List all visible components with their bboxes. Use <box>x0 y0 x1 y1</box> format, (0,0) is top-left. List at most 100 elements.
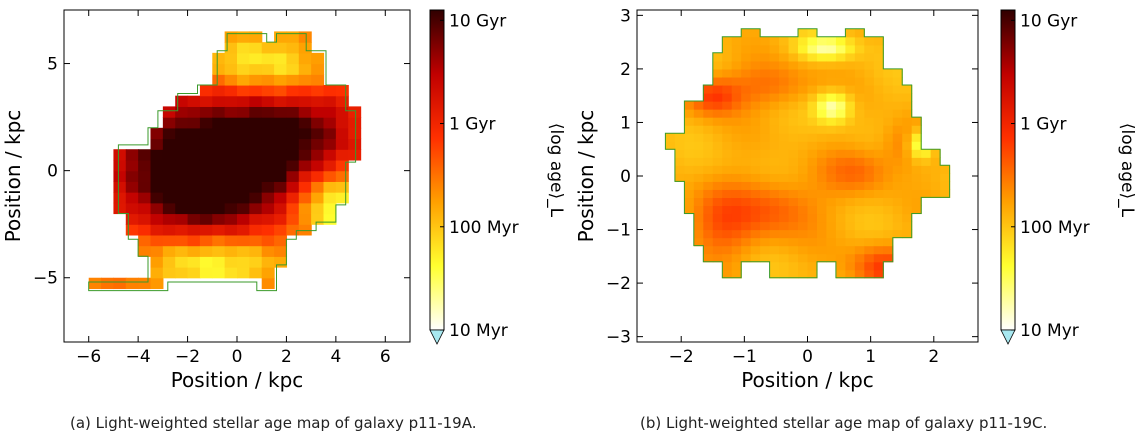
heatmap-cell <box>807 157 818 166</box>
heatmap-cell <box>864 237 875 247</box>
heatmap-cell <box>703 133 714 142</box>
heatmap-cell <box>873 44 884 54</box>
heatmap-cell <box>674 141 685 150</box>
heatmap-cell <box>826 165 837 174</box>
heatmap-cell <box>741 68 752 78</box>
heatmap-cell <box>249 95 263 107</box>
heatmap-cell <box>298 84 312 97</box>
heatmap-cell <box>826 245 837 255</box>
heatmap-cell <box>788 60 799 70</box>
x-tick-label: −2 <box>669 347 694 367</box>
heatmap-cell <box>807 189 818 199</box>
heatmap-cell <box>750 28 761 38</box>
heatmap-cell <box>162 117 176 129</box>
heatmap-cell <box>845 117 856 126</box>
heatmap-cell <box>798 197 809 207</box>
heatmap-cell <box>693 229 704 239</box>
heatmap-cell <box>741 117 752 126</box>
heatmap-cell <box>769 181 780 190</box>
heatmap-cell <box>274 74 288 86</box>
heatmap-cell <box>187 234 201 247</box>
heatmap-cell <box>162 192 176 204</box>
heatmap-cell <box>323 95 337 107</box>
heatmap-cell <box>864 93 875 102</box>
heatmap-cell <box>807 52 818 62</box>
heatmap-cell <box>873 101 884 110</box>
heatmap-cell <box>712 133 723 142</box>
heatmap-cell <box>237 159 250 172</box>
heatmap-cell <box>902 173 913 182</box>
heatmap-cell <box>864 149 875 158</box>
heatmap-cell <box>892 117 903 126</box>
heatmap-cell <box>750 205 761 215</box>
heatmap-cell <box>224 149 238 161</box>
heatmap-cell <box>769 52 780 62</box>
heatmap-cell <box>212 149 226 161</box>
heatmap-cell <box>298 95 312 107</box>
heatmap-cell <box>835 261 846 271</box>
heatmap-cell <box>760 229 771 239</box>
heatmap-cell <box>199 202 213 215</box>
heatmap-cell <box>187 245 201 257</box>
heatmap-cell <box>311 63 325 75</box>
heatmap-cell <box>854 213 865 223</box>
heatmap-cell <box>741 28 752 38</box>
heatmap-cell <box>722 157 733 166</box>
heatmap-cell <box>311 95 325 107</box>
heatmap-cell <box>902 157 913 166</box>
heatmap-cell <box>760 189 771 199</box>
heatmap-cell <box>835 157 846 166</box>
panel-a: −6 −4 −2 0 2 4 6 −5 0 5 Position / kpc Position / k… <box>1 9 566 392</box>
heatmap-cell <box>835 253 846 263</box>
heatmap-cell <box>873 76 884 86</box>
heatmap-cell <box>845 133 856 142</box>
heatmap-cell <box>138 202 152 215</box>
heatmap-cell <box>788 237 799 247</box>
heatmap-cell <box>224 127 238 140</box>
heatmap-cell <box>883 125 894 134</box>
heatmap-cell <box>722 93 733 102</box>
heatmap-cell <box>101 277 115 290</box>
heatmap-cell <box>298 138 312 150</box>
heatmap-cell <box>854 221 865 231</box>
heatmap-cell <box>674 157 685 166</box>
heatmap-cell <box>750 52 761 62</box>
heatmap-cell <box>150 202 164 215</box>
heatmap-cell <box>807 44 818 54</box>
heatmap-cell <box>788 253 799 263</box>
x-tick-label: 0 <box>802 347 813 367</box>
heatmap-cell <box>113 170 127 182</box>
heatmap-cell <box>902 84 913 94</box>
heatmap-cell <box>826 68 837 78</box>
heatmap-cell <box>835 93 846 102</box>
heatmap-cell <box>807 245 818 255</box>
heatmap-cell <box>261 192 275 204</box>
heatmap-cell <box>113 277 127 290</box>
heatmap-cell <box>779 125 790 134</box>
heatmap-cell <box>864 117 875 126</box>
heatmap-cell <box>722 133 733 142</box>
heatmap-cell <box>249 42 263 54</box>
heatmap-cell <box>237 213 250 225</box>
heatmap-cell <box>224 202 238 215</box>
heatmap-cell <box>249 106 263 118</box>
heatmap-cell <box>703 125 714 134</box>
heatmap-cell <box>712 253 723 263</box>
heatmap-cell <box>274 52 288 65</box>
heatmap-cell <box>274 42 288 54</box>
heatmap-cell <box>249 127 263 140</box>
heatmap-cell <box>854 109 865 118</box>
heatmap-cell <box>769 44 780 54</box>
heatmap-cell <box>750 213 761 223</box>
heatmap-cell <box>835 245 846 255</box>
heatmap-cell <box>864 245 875 255</box>
heatmap-cell <box>883 68 894 78</box>
heatmap-cell <box>335 192 349 204</box>
heatmap-cell <box>298 117 312 129</box>
heatmap-cell <box>816 149 828 158</box>
heatmap-cell <box>911 165 922 174</box>
heatmap-cell <box>335 84 349 97</box>
heatmap-cell <box>835 117 846 126</box>
heatmap-cell <box>845 269 856 279</box>
heatmap-cell <box>798 76 809 86</box>
